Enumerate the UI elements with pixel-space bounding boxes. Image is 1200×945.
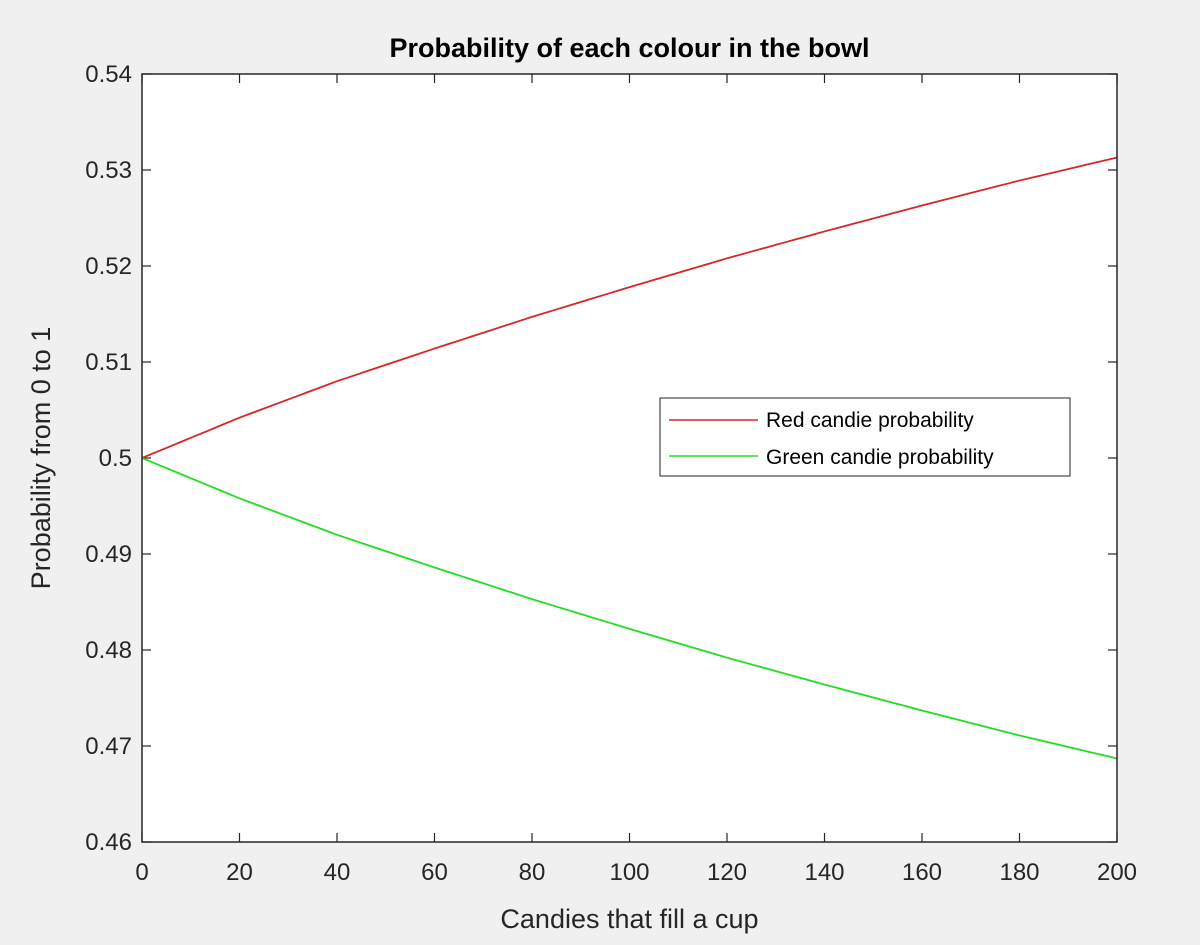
y-tick-label: 0.54 (85, 61, 132, 88)
x-tick-label: 60 (421, 859, 448, 886)
chart-title: Probability of each colour in the bowl (389, 33, 869, 63)
x-tick-label: 80 (519, 859, 546, 886)
x-tick-label: 120 (707, 859, 747, 886)
x-tick-label: 160 (902, 859, 942, 886)
x-tick-label: 100 (609, 859, 649, 886)
x-tick-label: 200 (1097, 859, 1137, 886)
y-tick-label: 0.52 (85, 253, 132, 280)
x-tick-label: 20 (226, 859, 253, 886)
x-axis-label: Candies that fill a cup (500, 904, 758, 934)
series-line-red (141, 156, 1118, 459)
series-line-green (141, 457, 1118, 760)
legend: Red candie probability Green candie prob… (659, 397, 1071, 477)
series-layer (141, 156, 1118, 760)
x-tick-label: 180 (999, 859, 1039, 886)
legend-label-green: Green candie probability (766, 446, 994, 469)
x-tick-label: 0 (135, 859, 148, 886)
x-tick-label: 140 (804, 859, 844, 886)
x-tick-label: 40 (324, 859, 351, 886)
legend-box (659, 397, 1071, 477)
y-tick-label: 0.46 (85, 829, 132, 856)
plot-frame (141, 73, 1118, 843)
legend-label-red: Red candie probability (766, 409, 974, 432)
y-tick-label: 0.48 (85, 637, 132, 664)
y-tick-label: 0.51 (85, 349, 132, 376)
y-tick-label: 0.53 (85, 157, 132, 184)
tick-labels: 0 20 40 60 80 100 120 140 160 180 200 0.46 0.47 0.48 0… (85, 61, 1137, 886)
y-axis-label: Probability from 0 to 1 (26, 327, 56, 590)
y-tick-label: 0.47 (85, 733, 132, 760)
y-tick-label: 0.49 (85, 541, 132, 568)
y-tick-label: 0.5 (99, 445, 132, 472)
